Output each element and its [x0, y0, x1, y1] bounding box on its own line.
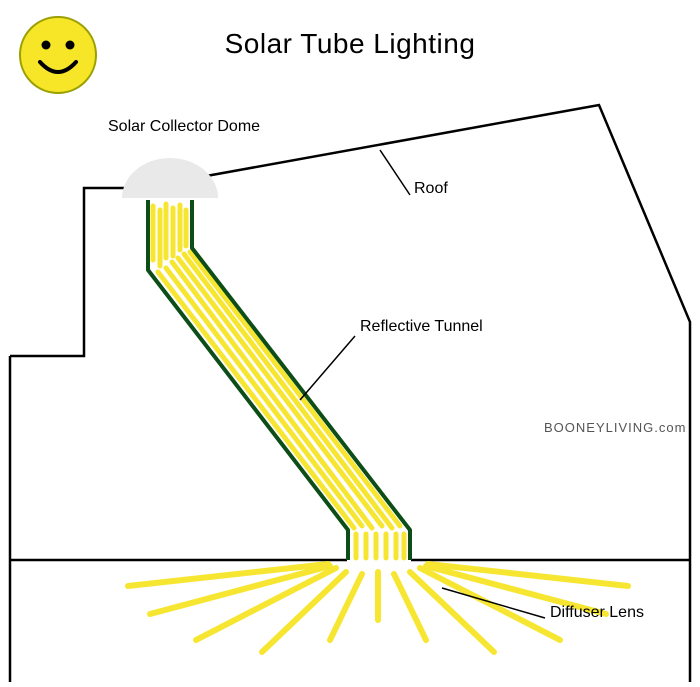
diagram-svg	[0, 0, 700, 682]
label-diffuser: Diffuser Lens	[550, 604, 644, 622]
leader-lines	[300, 150, 545, 618]
label-tunnel: Reflective Tunnel	[360, 318, 483, 336]
diagram-canvas: Solar Tube Lighting Solar Collector Dome…	[0, 0, 700, 682]
label-dome: Solar Collector Dome	[108, 118, 260, 136]
watermark-text: BOONEYLIVING.com	[544, 420, 686, 435]
solar-collector-dome	[122, 158, 218, 198]
sun-icon	[20, 17, 96, 93]
label-roof: Roof	[414, 180, 448, 198]
tunnel-light-rays	[153, 204, 404, 558]
diagram-title: Solar Tube Lighting	[225, 28, 476, 60]
